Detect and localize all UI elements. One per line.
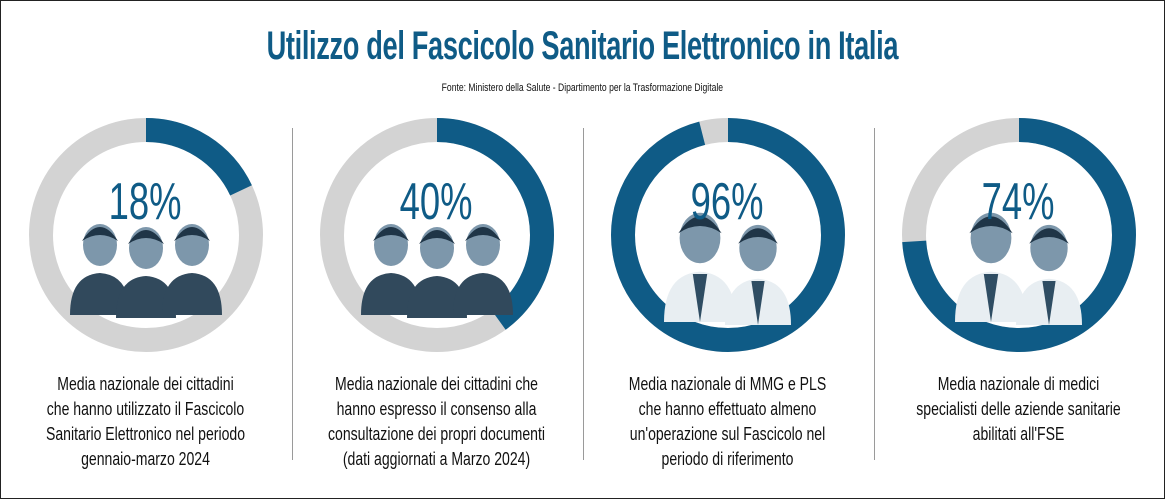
description-line: consultazione dei propri documenti [328, 424, 545, 444]
description-line: gennaio-marzo 2024 [81, 449, 210, 469]
description-line: che hanno utilizzato il Fascicolo [46, 399, 245, 419]
description-line: Media nazionale dei cittadini [57, 374, 234, 394]
donut-panel: 74% Media nazionale di medici specialisti … [873, 110, 1164, 490]
description-line: hanno espresso il consenso alla [336, 399, 537, 419]
description-line: abilitati all'FSE [972, 424, 1065, 444]
person-figure [162, 224, 222, 315]
doctor-figure [1016, 224, 1082, 325]
donut-value-slice [29, 118, 263, 352]
donut-chart [611, 118, 845, 352]
percentage-label: 74% [873, 172, 1164, 232]
doctors-illustration [955, 212, 1082, 325]
doctor-figure [955, 212, 1027, 322]
divider [874, 128, 875, 460]
description: Media nazionale dei cittadini che hanno u… [0, 372, 311, 472]
description: Media nazionale dei cittadini che hanno e… [271, 372, 602, 472]
description-line: periodo di riferimento [661, 449, 794, 469]
citizens-illustration [361, 224, 513, 318]
description-line: specialisti delle aziende sanitarie [916, 399, 1121, 419]
person-figure [453, 224, 513, 315]
divider [583, 128, 584, 460]
donut-panel: 18% Media nazionale dei cittadini che hann… [0, 110, 291, 490]
percentage-text: 18% [109, 173, 182, 231]
doctors-illustration [664, 212, 791, 325]
description: Media nazionale di medici specialisti del… [853, 372, 1165, 447]
percentage-label: 18% [0, 172, 291, 232]
donut-panel: 40% Media nazionale dei cittadini che hann… [291, 110, 582, 490]
title-text: Utilizzo del Fascicolo Sanitario Elettro… [266, 24, 899, 68]
donut-chart [902, 118, 1136, 352]
donut-value-slice [902, 118, 1136, 352]
percentage-label: 40% [291, 172, 582, 232]
donut-value-slice [611, 118, 845, 352]
description-line: Sanitario Elettronico nel periodo [45, 424, 246, 444]
description-line: Media nazionale dei cittadini che [335, 374, 538, 394]
percentage-text: 74% [982, 173, 1055, 231]
donut-panel: 96% Media nazionale di MMG e PLS che hanno… [582, 110, 873, 490]
person-figure [70, 224, 130, 315]
doctor-figure [725, 224, 791, 325]
donut-value-slice [320, 118, 554, 352]
donut-chart [29, 118, 263, 352]
divider [292, 128, 293, 460]
percentage-label: 96% [582, 172, 873, 232]
citizens-illustration [70, 224, 222, 318]
source-text: Fonte: Ministero della Salute - Dipartim… [441, 82, 724, 94]
description-line: un'operazione sul Fascicolo nel [629, 424, 826, 444]
donut-chart [320, 118, 554, 352]
description-line: (dati aggiornati a Marzo 2024) [342, 449, 531, 469]
description-line: Media nazionale di MMG e PLS [628, 374, 827, 394]
page-title: Utilizzo del Fascicolo Sanitario Elettro… [0, 24, 1165, 69]
description-line: che hanno effettuato almeno [638, 399, 817, 419]
percentage-text: 96% [691, 173, 764, 231]
person-figure [361, 224, 421, 315]
description: Media nazionale di MMG e PLS che hanno ef… [562, 372, 893, 472]
percentage-text: 40% [400, 173, 473, 231]
person-figure [116, 227, 176, 318]
doctor-figure [664, 212, 736, 322]
person-figure [407, 227, 467, 318]
description-line: Media nazionale di medici [937, 374, 1100, 394]
source-note: Fonte: Ministero della Salute - Dipartim… [0, 78, 1165, 96]
